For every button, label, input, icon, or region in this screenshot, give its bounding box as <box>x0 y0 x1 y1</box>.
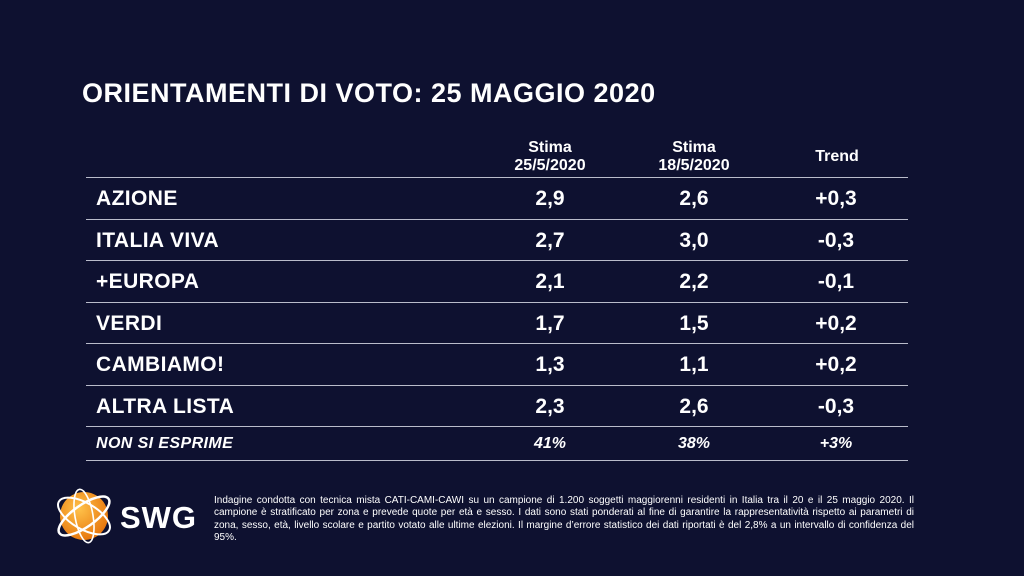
previous-value: 3,0 <box>679 228 709 252</box>
party-name: VERDI <box>96 311 163 335</box>
table-row: ALTRA LISTA 2,3 2,6 -0,3 <box>86 386 908 427</box>
trend-value: +3% <box>819 435 853 452</box>
current-value: 2,3 <box>535 394 565 418</box>
table-row: ITALIA VIVA 2,7 3,0 -0,3 <box>86 220 908 261</box>
header-previous-label: Stima <box>672 139 716 156</box>
header-trend: Trend <box>815 148 859 165</box>
table-row: AZIONE 2,9 2,6 +0,3 <box>86 178 908 220</box>
page-title: ORIENTAMENTI DI VOTO: 25 MAGGIO 2020 <box>82 78 656 108</box>
header-current-label: Stima <box>528 139 572 156</box>
current-value: 2,9 <box>535 187 565 210</box>
table-row: VERDI 1,7 1,5 +0,2 <box>86 303 908 344</box>
methodology-note: Indagine condotta con tecnica mista CATI… <box>214 495 914 544</box>
current-value: 1,3 <box>535 353 565 376</box>
current-value: 2,7 <box>535 228 565 252</box>
header-previous-date: 18/5/2020 <box>658 157 730 174</box>
previous-value: 2,6 <box>679 187 709 210</box>
header-current-estimate: Stima 25/5/2020 <box>490 139 610 175</box>
previous-value: 1,1 <box>679 353 709 376</box>
trend-value: +0,2 <box>815 353 857 376</box>
previous-value: 2,2 <box>679 270 709 293</box>
party-name: NON SI ESPRIME <box>96 435 234 452</box>
trend-value: -0,3 <box>817 394 855 418</box>
previous-value: 2,6 <box>679 394 709 418</box>
trend-value: +0,3 <box>815 187 857 210</box>
current-value: 41% <box>533 435 567 452</box>
swg-globe-icon <box>57 488 111 544</box>
current-value: 1,7 <box>535 311 565 335</box>
table-row-no-answer: NON SI ESPRIME 41% 38% +3% <box>86 427 908 461</box>
header-current-date: 25/5/2020 <box>514 157 586 174</box>
table-row: CAMBIAMO! 1,3 1,1 +0,2 <box>86 344 908 386</box>
current-value: 2,1 <box>535 270 565 293</box>
previous-value: 38% <box>677 435 711 452</box>
party-name: CAMBIAMO! <box>96 353 225 376</box>
trend-value: -0,3 <box>817 228 855 252</box>
party-name: +EUROPA <box>96 270 200 293</box>
previous-value: 1,5 <box>679 311 709 335</box>
table-row: +EUROPA 2,1 2,2 -0,1 <box>86 261 908 303</box>
table-header: Stima 25/5/2020 Stima 18/5/2020 Trend <box>86 134 908 178</box>
trend-value: -0,1 <box>817 270 855 293</box>
party-name: AZIONE <box>96 187 178 210</box>
party-name: ITALIA VIVA <box>96 228 220 252</box>
header-previous-estimate: Stima 18/5/2020 <box>634 139 754 175</box>
trend-value: +0,2 <box>815 311 857 335</box>
swg-logo-text: SWG <box>120 500 198 535</box>
party-name: ALTRA LISTA <box>96 394 235 418</box>
vote-table: Stima 25/5/2020 Stima 18/5/2020 Trend AZ… <box>86 134 908 461</box>
